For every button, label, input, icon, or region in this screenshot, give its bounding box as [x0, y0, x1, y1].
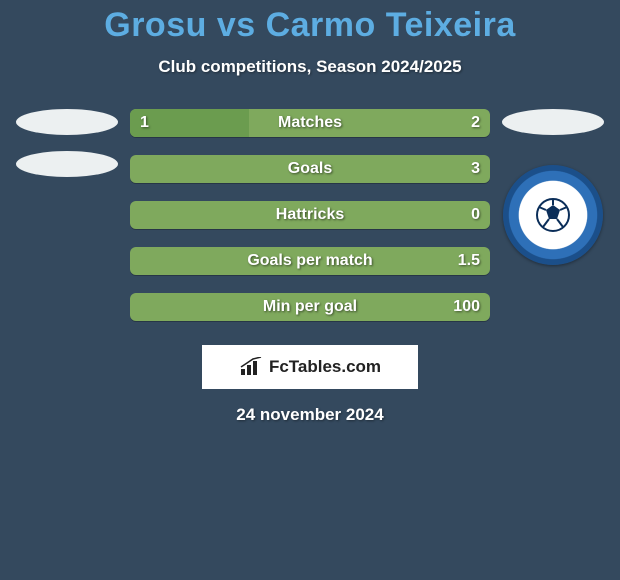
stat-right-value: 100	[453, 298, 480, 316]
left-side-column	[8, 109, 126, 177]
stat-right-value: 2	[471, 114, 480, 132]
content-row: 1 Matches 2 Goals 3 Hattricks 0 Goals per match…	[0, 109, 620, 321]
stat-label: Goals per match	[247, 252, 372, 270]
stat-bar: Goals 3	[130, 155, 490, 183]
stat-label: Matches	[278, 114, 342, 132]
stat-right-value: 1.5	[458, 252, 480, 270]
player-left-placeholder	[16, 109, 118, 135]
stat-left-value: 1	[140, 114, 149, 132]
stat-label: Min per goal	[263, 298, 357, 316]
brand-text: FcTables.com	[269, 357, 381, 377]
stat-label: Goals	[288, 160, 332, 178]
stat-right-value: 0	[471, 206, 480, 224]
player-right-placeholder	[502, 109, 604, 135]
stat-bar: Min per goal 100	[130, 293, 490, 321]
stat-bar: Goals per match 1.5	[130, 247, 490, 275]
stat-label: Hattricks	[276, 206, 344, 224]
page-title: Grosu vs Carmo Teixeira	[0, 0, 620, 45]
stat-bar: 1 Matches 2	[130, 109, 490, 137]
player-left-placeholder	[16, 151, 118, 177]
stats-bars: 1 Matches 2 Goals 3 Hattricks 0 Goals per match…	[126, 109, 494, 321]
team-badge	[503, 165, 603, 265]
stat-bar: Hattricks 0	[130, 201, 490, 229]
brand-box: FcTables.com	[202, 345, 418, 389]
page-subtitle: Club competitions, Season 2024/2025	[0, 57, 620, 77]
right-side-column	[494, 109, 612, 265]
soccer-ball-icon	[531, 193, 575, 237]
stat-right-value: 3	[471, 160, 480, 178]
date-line: 24 november 2024	[0, 405, 620, 425]
brand-chart-icon	[239, 357, 265, 377]
